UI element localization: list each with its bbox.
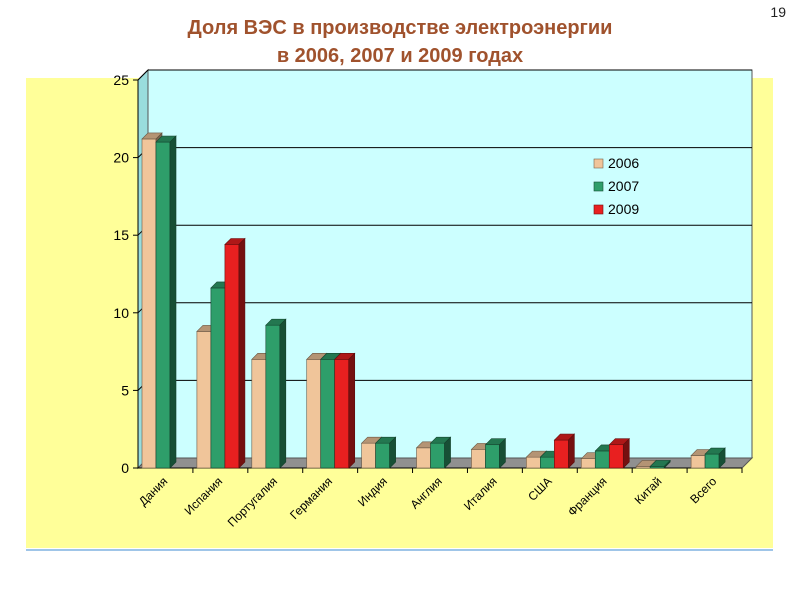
bar-front — [320, 359, 336, 469]
bar-side — [348, 352, 356, 469]
bar-2007-2 — [265, 318, 287, 469]
bar-side — [622, 437, 630, 469]
bar-front — [224, 244, 240, 469]
legend-label-2007: 2007 — [608, 178, 639, 194]
bar-2009-3 — [334, 352, 356, 469]
bar-2007-6 — [484, 437, 507, 469]
bar-side — [389, 436, 396, 469]
bar-front — [704, 453, 720, 469]
bar-2009-1 — [224, 237, 246, 469]
legend-swatch-2006 — [593, 158, 604, 169]
legend-label-2006: 2006 — [608, 155, 639, 171]
bar-side — [718, 447, 726, 469]
bar-front — [155, 141, 171, 469]
bar-front — [540, 456, 555, 469]
bar-front — [608, 444, 624, 469]
bar-front — [554, 439, 569, 469]
bar-front — [196, 331, 212, 469]
title-line-1: Доля ВЭС в производстве электроэнергии — [187, 17, 613, 39]
legend: 2006 2007 2009 — [586, 150, 664, 224]
gridline-side — [137, 69, 149, 81]
bar-2007-5 — [429, 436, 452, 469]
y-tick-label: 0 — [121, 460, 129, 476]
bar-front — [416, 447, 431, 469]
bar-2009-8 — [608, 437, 630, 469]
bar-2007-4 — [374, 436, 397, 469]
bar-front — [375, 442, 390, 469]
bar-side — [568, 433, 575, 469]
bar-front — [580, 458, 596, 469]
bar-side — [169, 135, 177, 469]
bar-front — [265, 324, 281, 469]
bar-2007-0 — [155, 135, 177, 469]
y-tick-label: 20 — [113, 150, 129, 166]
page-number: 19 — [770, 4, 786, 20]
title-line-2: в 2006, 2007 и 2009 годах — [276, 45, 524, 67]
bar-front — [141, 138, 157, 469]
bar-side — [663, 459, 671, 469]
bar-front — [594, 450, 610, 469]
bar-front — [690, 455, 706, 469]
bar-front — [361, 442, 376, 469]
bar-2007-10 — [704, 447, 726, 469]
y-tick-label: 15 — [113, 227, 129, 243]
bar-front — [251, 359, 267, 469]
y-tick-label: 25 — [113, 72, 129, 88]
slide-title: Доля ВЭС в производстве электроэнергии в… — [0, 14, 800, 70]
bar-front — [306, 359, 322, 469]
bar-front — [485, 444, 500, 469]
bar-front — [334, 359, 350, 469]
legend-label-2009: 2009 — [608, 201, 639, 217]
bar-front — [526, 456, 541, 469]
bar-front — [430, 442, 445, 469]
bar-2009-7 — [553, 433, 576, 469]
legend-swatch-2007 — [593, 181, 604, 192]
footer-rule — [26, 549, 773, 551]
y-tick-label: 5 — [121, 382, 129, 398]
legend-swatch-2009 — [593, 204, 604, 215]
bar-front — [210, 287, 226, 469]
bar-2007-9 — [649, 459, 671, 469]
bar-side — [444, 436, 451, 469]
y-tick-label: 10 — [113, 305, 129, 321]
bar-side — [238, 237, 246, 469]
bar-side — [499, 437, 506, 469]
bar-side — [279, 318, 287, 469]
bar-front — [471, 449, 486, 469]
